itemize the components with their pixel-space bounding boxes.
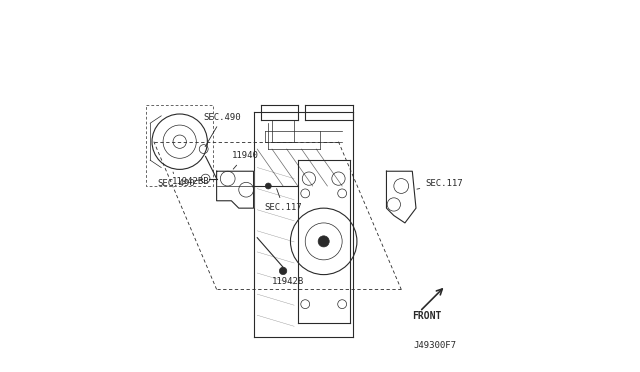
Text: 11942BB: 11942BB (172, 177, 210, 186)
Circle shape (173, 135, 186, 148)
Polygon shape (387, 171, 416, 223)
Circle shape (318, 236, 329, 247)
Text: SEC.117: SEC.117 (417, 179, 463, 189)
Text: 11940: 11940 (232, 151, 259, 169)
Text: SEC.490: SEC.490 (204, 113, 241, 147)
Circle shape (280, 267, 287, 275)
Text: FRONT: FRONT (412, 311, 442, 321)
Text: SEC.117: SEC.117 (264, 189, 302, 212)
Text: J49300F7: J49300F7 (413, 341, 456, 350)
Text: 11942B: 11942B (272, 271, 304, 286)
Circle shape (201, 174, 210, 183)
Text: SEC.490: SEC.490 (157, 172, 195, 188)
Circle shape (266, 183, 271, 189)
Polygon shape (216, 171, 253, 208)
